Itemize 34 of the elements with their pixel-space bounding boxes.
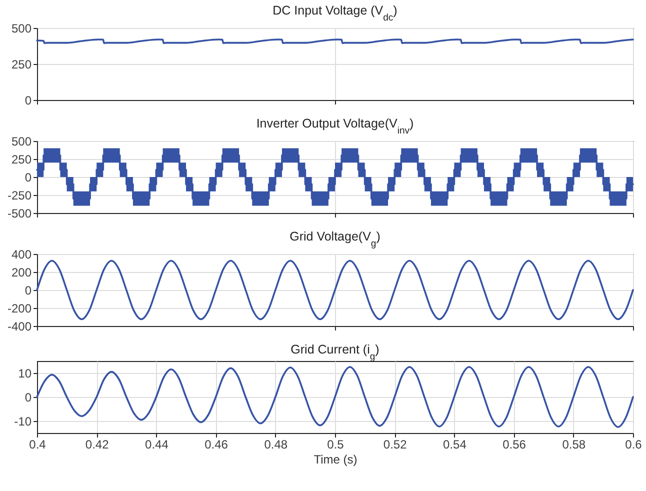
y-tick-label: -250 [7, 188, 32, 202]
y-tick-label: -500 [7, 206, 32, 220]
y-tick-label: 250 [11, 58, 32, 72]
chart-title: DC Input Voltage (V$_{dc}$) [272, 4, 398, 23]
y-tick-label: 400 [11, 248, 32, 262]
x-tick-label: 0.5 [327, 438, 344, 452]
x-tick-label: 0.46 [204, 438, 228, 452]
x-tick-label: 0.44 [145, 438, 169, 452]
y-tick-label: 250 [11, 152, 32, 166]
y-tick-label: 0 [24, 390, 32, 404]
line-series [36, 366, 634, 428]
y-tick-label: -200 [7, 302, 32, 316]
y-tick-label: 500 [11, 134, 32, 148]
chart-title: Grid Voltage(V$_{g}$) [290, 230, 380, 249]
x-tick-label: 0.4 [29, 438, 46, 452]
x-tick-label: 0.52 [383, 438, 408, 452]
line-series [36, 260, 634, 320]
x-tick-label: 0.58 [562, 438, 586, 452]
y-tick-label: 200 [11, 266, 32, 280]
x-tick-label: 0.42 [85, 438, 110, 452]
y-tick-label: -400 [7, 320, 32, 334]
x-axis-title: Time (s) [314, 452, 358, 466]
chart-title: Grid Current (i$_{g}$) [290, 342, 380, 362]
x-tick-label: 0.48 [264, 438, 288, 452]
x-tick-label: 0.54 [443, 438, 467, 452]
y-tick-label: 0 [24, 284, 32, 298]
chart-title: Inverter Output Voltage(V$_{inv}$) [256, 116, 414, 136]
x-tick-label: 0.56 [502, 438, 526, 452]
y-tick-label: 10 [18, 366, 32, 380]
y-tick-label: 0 [24, 170, 32, 184]
x-tick-label: 0.6 [625, 438, 642, 452]
y-tick-label: -10 [14, 414, 32, 428]
y-tick-label: 500 [11, 22, 32, 36]
y-tick-label: 0 [24, 94, 32, 108]
